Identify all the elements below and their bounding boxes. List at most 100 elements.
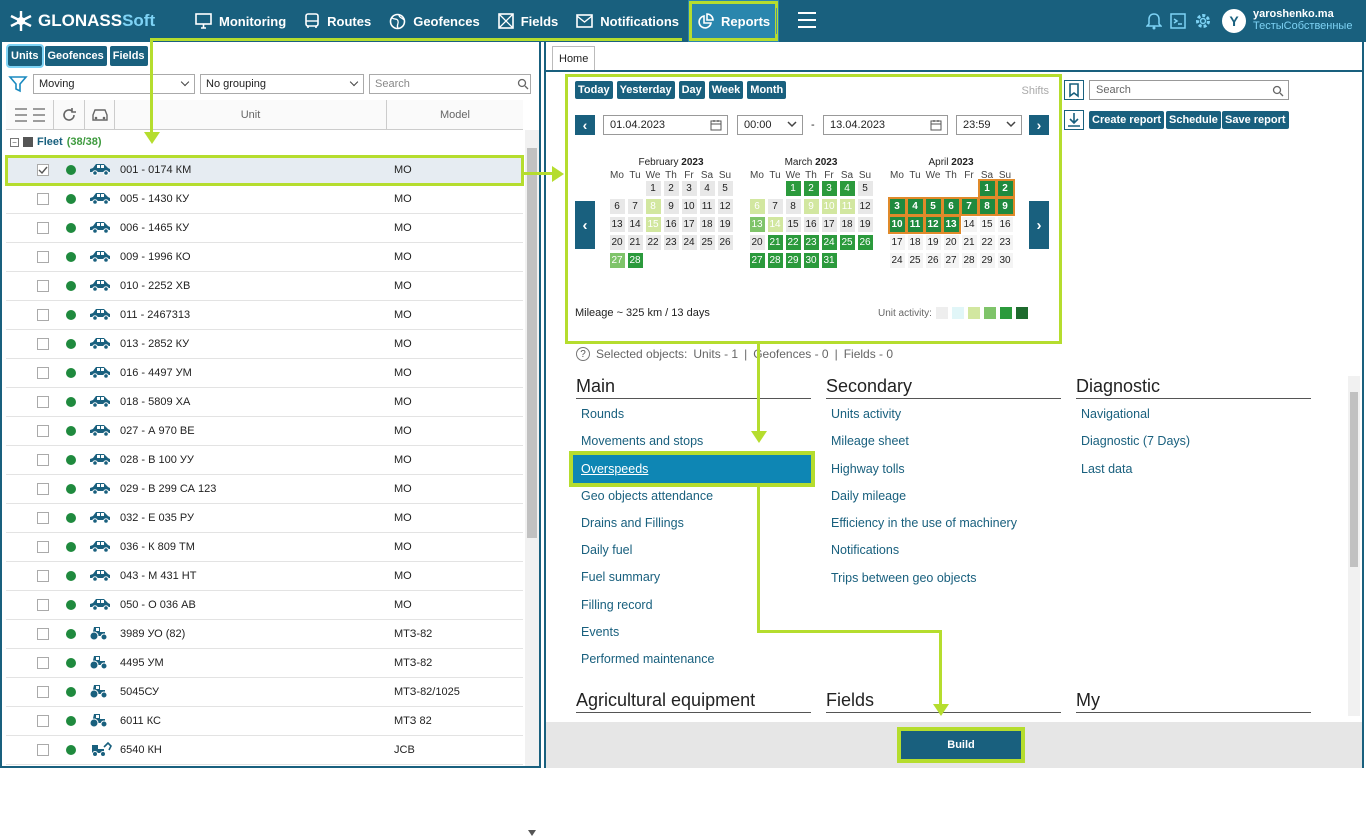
calendar-day[interactable]: 12 bbox=[717, 199, 733, 214]
table-row[interactable]: 009 - 1996 КО МО bbox=[6, 243, 523, 272]
calendar-day[interactable]: 5 bbox=[716, 181, 734, 197]
calendar-day[interactable]: 24 bbox=[681, 235, 697, 250]
calendar-day[interactable]: 30 bbox=[803, 253, 819, 268]
calendar-day[interactable]: 11 bbox=[905, 215, 925, 234]
report-link[interactable]: Overspeeds bbox=[569, 450, 815, 487]
calendar-day[interactable]: 19 bbox=[857, 217, 873, 232]
calendar-day[interactable]: 14 bbox=[961, 217, 977, 232]
next-month-button[interactable]: › bbox=[1029, 201, 1049, 249]
fleet-group[interactable]: − Fleet (38/38) bbox=[10, 136, 102, 148]
row-checkbox[interactable] bbox=[37, 628, 49, 640]
date-to-input[interactable]: 13.04.2023 bbox=[823, 115, 948, 135]
report-link[interactable]: Navigational bbox=[1081, 407, 1150, 421]
gear-icon[interactable] bbox=[1194, 12, 1212, 30]
table-row[interactable]: 6011 КС МТЗ 82 bbox=[6, 707, 523, 736]
tab-units[interactable]: Units bbox=[6, 44, 44, 68]
calendar-day[interactable]: 8 bbox=[644, 199, 662, 215]
calendar-day[interactable]: 26 bbox=[717, 235, 733, 250]
report-link[interactable]: Fuel summary bbox=[581, 570, 661, 585]
table-row[interactable]: 013 - 2852 КУ МО bbox=[6, 330, 523, 359]
report-link[interactable]: Notifications bbox=[831, 543, 900, 558]
calendar-day[interactable]: 16 bbox=[803, 217, 819, 232]
calendar-day[interactable]: 23 bbox=[997, 235, 1013, 250]
table-row[interactable]: 005 - 1430 КУ МО bbox=[6, 185, 523, 214]
row-checkbox[interactable] bbox=[37, 541, 49, 553]
table-row[interactable]: 3989 УО (82) МТЗ-82 bbox=[6, 620, 523, 649]
calendar-day[interactable]: 27 bbox=[609, 253, 625, 268]
type-column[interactable] bbox=[85, 100, 115, 130]
tab-geofences[interactable]: Geofences bbox=[44, 46, 107, 66]
calendar-day[interactable]: 30 bbox=[997, 253, 1013, 268]
table-row[interactable]: 001 - 0174 КМ МО bbox=[5, 155, 524, 186]
calendar-day[interactable]: 10 bbox=[821, 199, 837, 214]
calendar-day[interactable]: 15 bbox=[979, 217, 995, 232]
calendar-day[interactable]: 12 bbox=[923, 215, 943, 234]
row-checkbox[interactable] bbox=[37, 251, 49, 263]
table-row[interactable]: 4495 УМ МТЗ-82 bbox=[6, 649, 523, 678]
calendar-day[interactable]: 29 bbox=[979, 253, 995, 268]
report-link[interactable]: Last data bbox=[1081, 461, 1133, 476]
calendar-day[interactable]: 21 bbox=[767, 235, 783, 250]
search-icon[interactable] bbox=[1272, 85, 1284, 97]
prev-month-button[interactable]: ‹ bbox=[575, 201, 595, 249]
report-link[interactable]: Daily fuel bbox=[581, 543, 633, 558]
calendar-day[interactable]: 21 bbox=[627, 235, 643, 250]
calendar-day[interactable]: 8 bbox=[784, 199, 802, 215]
calendar-day[interactable]: 31 bbox=[821, 253, 837, 268]
report-link[interactable]: Daily mileage bbox=[831, 488, 907, 503]
calendar-day[interactable]: 3 bbox=[680, 181, 698, 197]
calendar-day[interactable]: 4 bbox=[698, 181, 716, 197]
table-row[interactable]: 5045СУ МТЗ-82/1025 bbox=[6, 678, 523, 707]
calendar-day[interactable]: 8 bbox=[977, 197, 997, 216]
report-search-input[interactable]: Search bbox=[1089, 80, 1289, 100]
calendar-day[interactable]: 11 bbox=[698, 199, 716, 215]
yesterday-button[interactable]: Yesterday bbox=[616, 81, 675, 99]
collapse-icon[interactable]: − bbox=[10, 137, 19, 147]
calendar-day[interactable]: 22 bbox=[979, 235, 995, 250]
calendar-day[interactable]: 7 bbox=[766, 199, 784, 215]
row-checkbox[interactable] bbox=[37, 570, 49, 582]
row-checkbox[interactable] bbox=[37, 396, 49, 408]
schedule-button[interactable]: Schedule bbox=[1166, 111, 1221, 129]
day-button[interactable]: Day bbox=[678, 81, 705, 99]
create-report-button[interactable]: Create report bbox=[1089, 111, 1165, 129]
today-button[interactable]: Today bbox=[575, 81, 613, 99]
select-all-column[interactable] bbox=[6, 100, 54, 130]
table-row[interactable]: 036 - К 809 ТМ МО bbox=[6, 533, 523, 562]
calendar-day[interactable]: 28 bbox=[961, 253, 977, 268]
calendar-day[interactable]: 17 bbox=[889, 235, 905, 250]
calendar-day[interactable]: 18 bbox=[699, 217, 715, 232]
status-column[interactable] bbox=[54, 100, 85, 130]
calendar-day[interactable]: 18 bbox=[839, 217, 855, 232]
report-link[interactable]: Diagnostic (7 Days) bbox=[1081, 434, 1191, 449]
calendar-day[interactable]: 17 bbox=[681, 217, 697, 232]
calendar-day[interactable]: 23 bbox=[803, 235, 819, 250]
calendar-day[interactable]: 24 bbox=[889, 253, 905, 268]
terminal-icon[interactable] bbox=[1170, 12, 1186, 30]
week-button[interactable]: Week bbox=[708, 81, 744, 99]
shifts-link[interactable]: Shifts bbox=[1021, 85, 1049, 97]
row-checkbox[interactable] bbox=[37, 425, 49, 437]
calendar-day[interactable]: 15 bbox=[645, 217, 661, 232]
row-checkbox[interactable] bbox=[37, 512, 49, 524]
calendar-icon[interactable] bbox=[930, 119, 942, 131]
calendar-day[interactable]: 13 bbox=[609, 217, 625, 232]
calendar-day[interactable]: 6 bbox=[608, 199, 626, 215]
calendar-day[interactable]: 2 bbox=[802, 181, 820, 197]
nav-monitoring[interactable]: Monitoring bbox=[186, 0, 295, 42]
calendar-day[interactable]: 2 bbox=[995, 179, 1015, 198]
calendar-day[interactable]: 26 bbox=[857, 235, 873, 250]
time-from-select[interactable]: 00:00 bbox=[737, 115, 803, 135]
calendar-day[interactable]: 29 bbox=[785, 253, 801, 268]
calendar-day[interactable]: 28 bbox=[767, 253, 783, 268]
report-link[interactable]: Filling record bbox=[581, 597, 653, 612]
calendar-day[interactable]: 3 bbox=[820, 181, 838, 197]
user-info[interactable]: yaroshenko.ma ТестыСобственные bbox=[1253, 8, 1352, 32]
model-column-header[interactable]: Model bbox=[440, 109, 470, 121]
calendar-day[interactable]: 7 bbox=[959, 197, 979, 216]
calendar-icon[interactable] bbox=[710, 119, 722, 131]
table-row[interactable]: 032 - Е 035 РУ МО bbox=[6, 504, 523, 533]
calendar-day[interactable]: 4 bbox=[838, 181, 856, 197]
table-row[interactable]: 050 - О 036 АВ МО bbox=[6, 591, 523, 620]
calendar-day[interactable]: 1 bbox=[644, 181, 662, 197]
